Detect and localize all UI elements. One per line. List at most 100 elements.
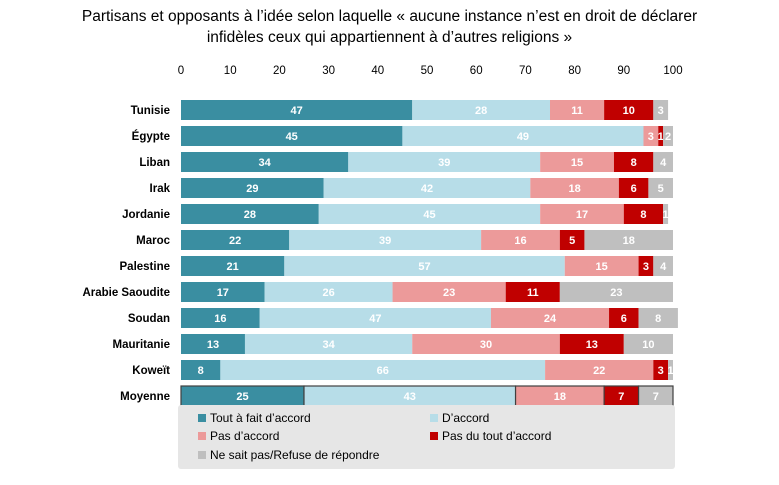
bar-segment [181,152,349,172]
bar-value-label: 47 [369,313,381,325]
bar-value-label: 34 [259,157,272,169]
bar-segment [181,100,413,120]
bar-segment [613,152,654,172]
bar-segment [604,100,654,120]
bar-value-label: 39 [379,235,391,247]
bars: 47 28 11 10 345 49 3 1 234 39 15 8 429 42 18 6 528 45 17 8 1… [180,100,678,407]
legend-label: Tout à fait d’accord [210,411,311,425]
bar-value-label: 1 [658,131,664,143]
bar-value-label: 8 [655,313,661,325]
bar-value-label: 4 [660,157,667,169]
bar-value-label: 4 [660,261,667,273]
bar-segment [540,204,624,224]
bar-value-label: 2 [665,131,671,143]
bar-segment [244,334,413,354]
bar-segment [181,308,260,328]
bar-value-label: 28 [244,209,256,221]
bar-segment [668,360,673,380]
bar-segment [623,204,664,224]
bar-value-label: 11 [571,105,583,117]
x-tick-label: 40 [371,65,384,77]
bar-segment [181,230,290,250]
x-tick-label: 30 [322,65,335,77]
bar-segment [412,334,560,354]
x-tick-label: 90 [617,65,630,77]
bar-segment [259,308,491,328]
x-tick-label: 60 [470,65,483,77]
bar-value-label: 25 [236,391,248,403]
bar-segment [220,360,546,380]
legend-label: Ne sait pas/Refuse de répondre [210,448,380,462]
bar-segment [392,282,506,302]
category-label: Palestine [120,261,171,273]
bar-value-label: 3 [648,131,654,143]
bar-segment [663,126,673,146]
bar-segment [490,308,610,328]
x-tick-label: 80 [568,65,581,77]
bar-value-label: 1 [667,365,673,377]
bar-value-label: 47 [290,105,302,117]
legend-box [178,405,675,469]
bar-segment [505,282,560,302]
bar-segment [402,126,644,146]
bar-value-label: 24 [544,313,557,325]
bar-segment [559,230,585,250]
chart-title-line-1: Partisans et opposants à l’idée selon la… [81,8,698,25]
bar-value-label: 22 [229,235,241,247]
bar-segment [653,100,669,120]
bar-value-label: 29 [246,183,258,195]
bar-value-label: 11 [527,287,539,299]
bar-value-label: 66 [377,365,389,377]
bar-segment [609,308,639,328]
bar-segment [181,204,319,224]
bar-segment [618,178,649,198]
bar-value-label: 6 [631,183,637,195]
bar-value-label: 3 [643,261,649,273]
bar-value-label: 8 [640,209,646,221]
category-label: Arabie Saoudite [82,287,170,299]
category-label: Jordanie [122,209,170,221]
bar-value-label: 5 [658,183,664,195]
x-tick-label: 50 [421,65,434,77]
x-tick-label: 70 [519,65,532,77]
legend-swatch [198,414,206,422]
bar-segment [289,230,482,250]
x-tick-label: 10 [224,65,237,77]
bar-segment [181,178,324,198]
x-axis: 0 10 20 30 40 50 60 70 80 90 100 [178,65,683,77]
bar-value-label: 15 [571,157,583,169]
bar-value-label: 7 [653,391,659,403]
category-label: Égypte [132,130,170,143]
bar-value-label: 18 [623,235,635,247]
bar-segment [584,230,673,250]
legend-swatch [430,432,438,440]
bar-value-label: 8 [631,157,637,169]
category-label: Maroc [136,235,170,247]
category-label: Moyenne [120,391,170,403]
category-label: Tunisie [131,105,170,117]
bar-value-label: 45 [286,131,298,143]
bar-value-label: 10 [623,105,635,117]
bar-value-label: 13 [586,339,598,351]
bar-value-label: 3 [658,105,664,117]
bar-segment [663,204,669,224]
bar-segment [323,178,531,198]
bar-value-label: 30 [480,339,492,351]
bar-value-label: 45 [423,209,435,221]
bar-value-label: 22 [593,365,605,377]
bar-value-label: 15 [596,261,608,273]
bar-value-label: 39 [438,157,450,169]
bar-value-label: 5 [569,235,575,247]
bar-segment [348,152,541,172]
chart-title-line-2: infidèles ceux qui appartiennent à d’aut… [206,29,573,46]
category-label: Liban [139,157,170,169]
category-label: Koweït [132,365,170,377]
bar-segment [545,360,654,380]
bar-value-label: 57 [418,261,430,273]
x-tick-label: 20 [273,65,286,77]
bar-value-label: 42 [421,183,433,195]
bar-value-label: 16 [514,235,526,247]
bar-value-label: 16 [214,313,226,325]
bar-segment [181,360,221,380]
